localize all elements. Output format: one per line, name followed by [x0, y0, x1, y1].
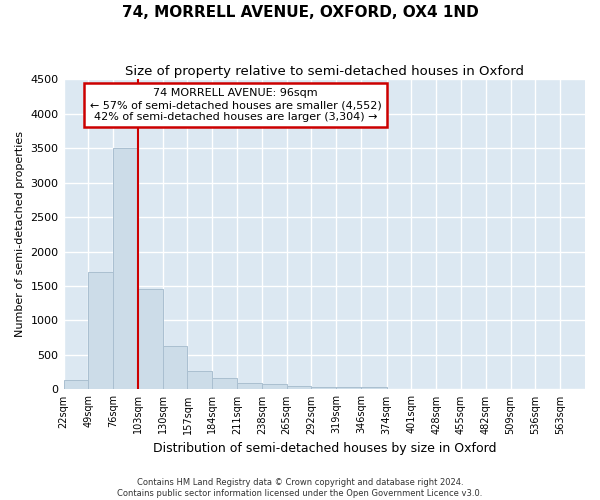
Y-axis label: Number of semi-detached properties: Number of semi-detached properties [15, 132, 25, 338]
Text: 74 MORRELL AVENUE: 96sqm
← 57% of semi-detached houses are smaller (4,552)
42% o: 74 MORRELL AVENUE: 96sqm ← 57% of semi-d… [90, 88, 382, 122]
Bar [336, 388, 361, 390]
Title: Size of property relative to semi-detached houses in Oxford: Size of property relative to semi-detach… [125, 65, 524, 78]
Bar [187, 371, 212, 390]
Bar [138, 290, 163, 390]
Text: 74, MORRELL AVENUE, OXFORD, OX4 1ND: 74, MORRELL AVENUE, OXFORD, OX4 1ND [122, 5, 478, 20]
Text: Contains HM Land Registry data © Crown copyright and database right 2024.
Contai: Contains HM Land Registry data © Crown c… [118, 478, 482, 498]
X-axis label: Distribution of semi-detached houses by size in Oxford: Distribution of semi-detached houses by … [152, 442, 496, 455]
Bar [88, 272, 113, 390]
Bar [113, 148, 138, 390]
Bar [287, 386, 311, 390]
Bar [262, 384, 287, 390]
Bar [361, 386, 386, 390]
Bar [64, 380, 88, 390]
Bar [212, 378, 237, 390]
Bar [163, 346, 187, 390]
Bar [237, 383, 262, 390]
Bar [311, 386, 336, 390]
